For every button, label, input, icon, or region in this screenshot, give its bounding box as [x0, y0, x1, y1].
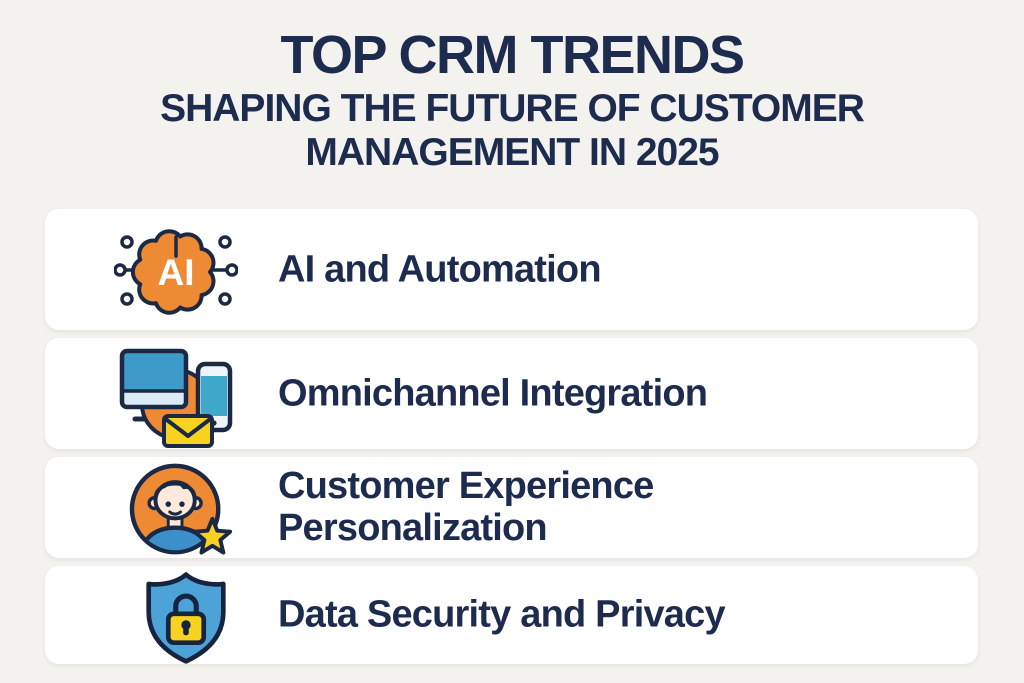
shield-lock-icon	[141, 569, 231, 666]
header: TOP CRM TRENDS SHAPING THE FUTURE OF CUS…	[0, 25, 1024, 175]
trend-label: AI and Automation	[278, 248, 602, 291]
ai-label: AI	[158, 252, 195, 293]
page-subtitle: SHAPING THE FUTURE OF CUSTOMER MANAGEMEN…	[0, 87, 1024, 175]
trend-label: Customer Experience Personalization	[278, 464, 654, 550]
trend-label: Omnichannel Integration	[278, 372, 708, 415]
subtitle-line-2: MANAGEMENT IN 2025	[305, 131, 719, 175]
customer-avatar-star-icon	[126, 460, 236, 562]
page-title: TOP CRM TRENDS	[280, 25, 745, 85]
omnichannel-devices-icon	[114, 346, 238, 450]
trend-label: Data Security and Privacy	[278, 593, 726, 636]
ai-brain-icon: AI	[114, 218, 238, 322]
subtitle-line-1: SHAPING THE FUTURE OF CUSTOMER	[160, 87, 865, 131]
